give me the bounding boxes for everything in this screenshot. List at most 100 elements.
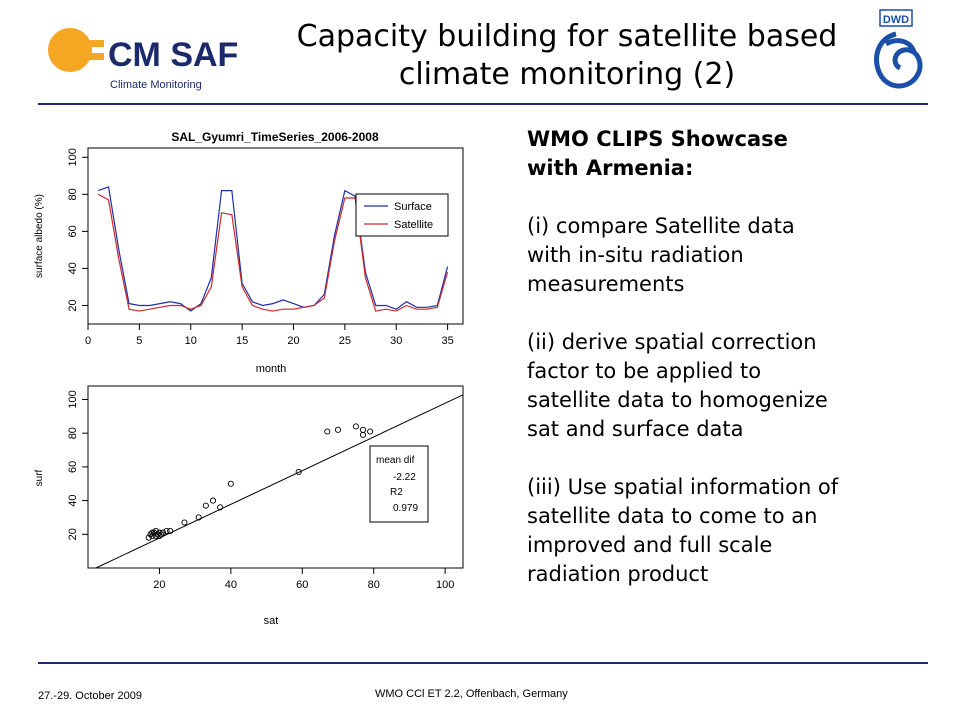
y-tick-label: 60 bbox=[67, 461, 79, 473]
scatter-point bbox=[147, 531, 154, 538]
axis-ticks: 0 5 10 15 20 25 30 35 20 40 60 80 100 bbox=[67, 148, 454, 347]
y-axis-label: surface albedo (%) bbox=[34, 194, 45, 278]
scatter-point bbox=[152, 527, 159, 534]
scatter-point bbox=[202, 502, 209, 509]
panel-heading: WMO CLIPS Showcase with Armenia: bbox=[527, 125, 927, 183]
y-tick-label: 80 bbox=[67, 188, 79, 200]
point-ii-line: sat and surface data bbox=[527, 417, 744, 441]
page-title: Capacity building for satellite based cl… bbox=[262, 18, 872, 94]
scatter-point bbox=[324, 428, 331, 435]
heading-line-1: WMO CLIPS Showcase bbox=[527, 127, 788, 151]
legend: Surface Satellite bbox=[355, 193, 449, 237]
x-tick-label: 5 bbox=[136, 335, 142, 347]
y-tick-label: 20 bbox=[67, 528, 79, 540]
cm-saf-logo: CM SAF Climate Monitoring bbox=[48, 28, 238, 91]
scatter-point bbox=[158, 531, 165, 538]
x-tick-label: 60 bbox=[296, 579, 308, 591]
point-iii-line: improved and full scale bbox=[527, 533, 773, 557]
series-line-satellite bbox=[97, 193, 449, 312]
point-iii-line: radiation product bbox=[527, 562, 709, 586]
dwd-swirl-icon bbox=[874, 31, 923, 89]
heading-line-2: with Armenia: bbox=[527, 156, 694, 180]
scatter-point bbox=[156, 532, 163, 540]
footer-divider bbox=[38, 662, 928, 664]
scatter-point bbox=[167, 527, 174, 534]
x-axis-label: sat bbox=[264, 615, 279, 627]
x-tick-label: 20 bbox=[287, 335, 299, 347]
dwd-logo: DWD bbox=[874, 9, 923, 89]
title-line-2: climate monitoring (2) bbox=[398, 57, 736, 92]
x-tick-label: 0 bbox=[85, 335, 91, 347]
y-tick-label: 60 bbox=[67, 225, 79, 237]
y-axis-label: surf bbox=[34, 469, 45, 486]
logo-brand-text: CM SAF bbox=[108, 36, 238, 74]
mean-dif-label: mean dif bbox=[376, 455, 415, 466]
point-iii-line: (iii) Use spatial information of bbox=[527, 475, 839, 499]
point-i-line: with in-situ radiation bbox=[527, 243, 744, 267]
y-tick-label: 40 bbox=[67, 494, 79, 506]
scatter-point bbox=[334, 426, 342, 433]
plot-frame bbox=[87, 385, 464, 569]
text-panel: WMO CLIPS Showcase with Armenia: (i) com… bbox=[527, 125, 927, 618]
header-divider bbox=[38, 103, 928, 105]
x-tick-label: 20 bbox=[153, 579, 165, 591]
logo-tagline: Climate Monitoring bbox=[110, 79, 202, 91]
scatter-point bbox=[359, 431, 367, 438]
scatter-point bbox=[149, 532, 156, 540]
x-tick-label: 15 bbox=[236, 335, 248, 347]
x-tick-label: 10 bbox=[185, 335, 197, 347]
scatter-chart: sat surf 20 40 60 80 100 20 40 60 80 100 mean dif… bbox=[34, 385, 464, 627]
axis-ticks: 20 40 60 80 100 20 40 60 80 100 bbox=[67, 390, 454, 591]
scatter-point bbox=[352, 423, 359, 430]
point-ii-line: satellite data to homogenize bbox=[527, 388, 828, 412]
point-i-line: measurements bbox=[527, 272, 685, 296]
point-i-line: (i) compare Satellite data bbox=[527, 214, 795, 238]
scatter-point bbox=[145, 534, 152, 541]
x-tick-label: 35 bbox=[441, 335, 453, 347]
plot-frame bbox=[87, 147, 464, 325]
legend-satellite-label: Satellite bbox=[394, 219, 433, 231]
x-tick-label: 25 bbox=[339, 335, 351, 347]
scatter-point bbox=[359, 426, 367, 433]
title-line-1: Capacity building for satellite based bbox=[296, 19, 838, 54]
scatter-point bbox=[295, 468, 302, 475]
x-axis-label: month bbox=[256, 363, 287, 375]
scatter-point bbox=[154, 531, 161, 538]
legend-surface-label: Surface bbox=[394, 201, 432, 213]
footer-event: WMO CCl ET 2.2, Offenbach, Germany bbox=[375, 688, 568, 700]
scatter-point bbox=[227, 480, 234, 487]
r2-value: 0.979 bbox=[393, 503, 418, 514]
scatter-points bbox=[145, 423, 374, 541]
scatter-point bbox=[217, 504, 224, 511]
x-tick-label: 40 bbox=[225, 579, 237, 591]
footer-date: 27.-29. October 2009 bbox=[38, 690, 142, 702]
scatter-point bbox=[195, 514, 202, 521]
r2-label: R2 bbox=[390, 487, 403, 498]
point-i: (i) compare Satellite data with in-situ … bbox=[527, 212, 927, 299]
x-tick-label: 100 bbox=[436, 579, 454, 591]
series-line-surface bbox=[98, 186, 449, 312]
x-tick-label: 30 bbox=[390, 335, 402, 347]
fit-line bbox=[95, 394, 464, 569]
y-tick-label: 40 bbox=[67, 262, 79, 274]
point-iii: (iii) Use spatial information of satelli… bbox=[527, 473, 927, 589]
y-tick-label: 20 bbox=[67, 299, 79, 311]
point-ii: (ii) derive spatial correction factor to… bbox=[527, 328, 927, 444]
chart-title: SAL_Gyumri_TimeSeries_2006-2008 bbox=[171, 130, 379, 144]
scatter-point bbox=[181, 519, 188, 526]
dwd-logo-text: DWD bbox=[883, 14, 909, 26]
scatter-point bbox=[367, 428, 374, 435]
mean-dif-value: -2.22 bbox=[393, 472, 416, 483]
point-ii-line: factor to be applied to bbox=[527, 359, 762, 383]
regression-line bbox=[95, 394, 464, 569]
sun-arrow-logo-icon bbox=[48, 28, 104, 72]
point-iii-line: satellite data to come to an bbox=[527, 504, 818, 528]
y-tick-label: 100 bbox=[67, 390, 79, 408]
scatter-point bbox=[149, 529, 156, 536]
scatter-point bbox=[159, 529, 167, 536]
series-lines bbox=[97, 186, 449, 312]
y-tick-label: 80 bbox=[67, 427, 79, 439]
scatter-point bbox=[209, 497, 217, 504]
scatter-point bbox=[163, 527, 170, 534]
y-tick-label: 100 bbox=[67, 148, 79, 166]
